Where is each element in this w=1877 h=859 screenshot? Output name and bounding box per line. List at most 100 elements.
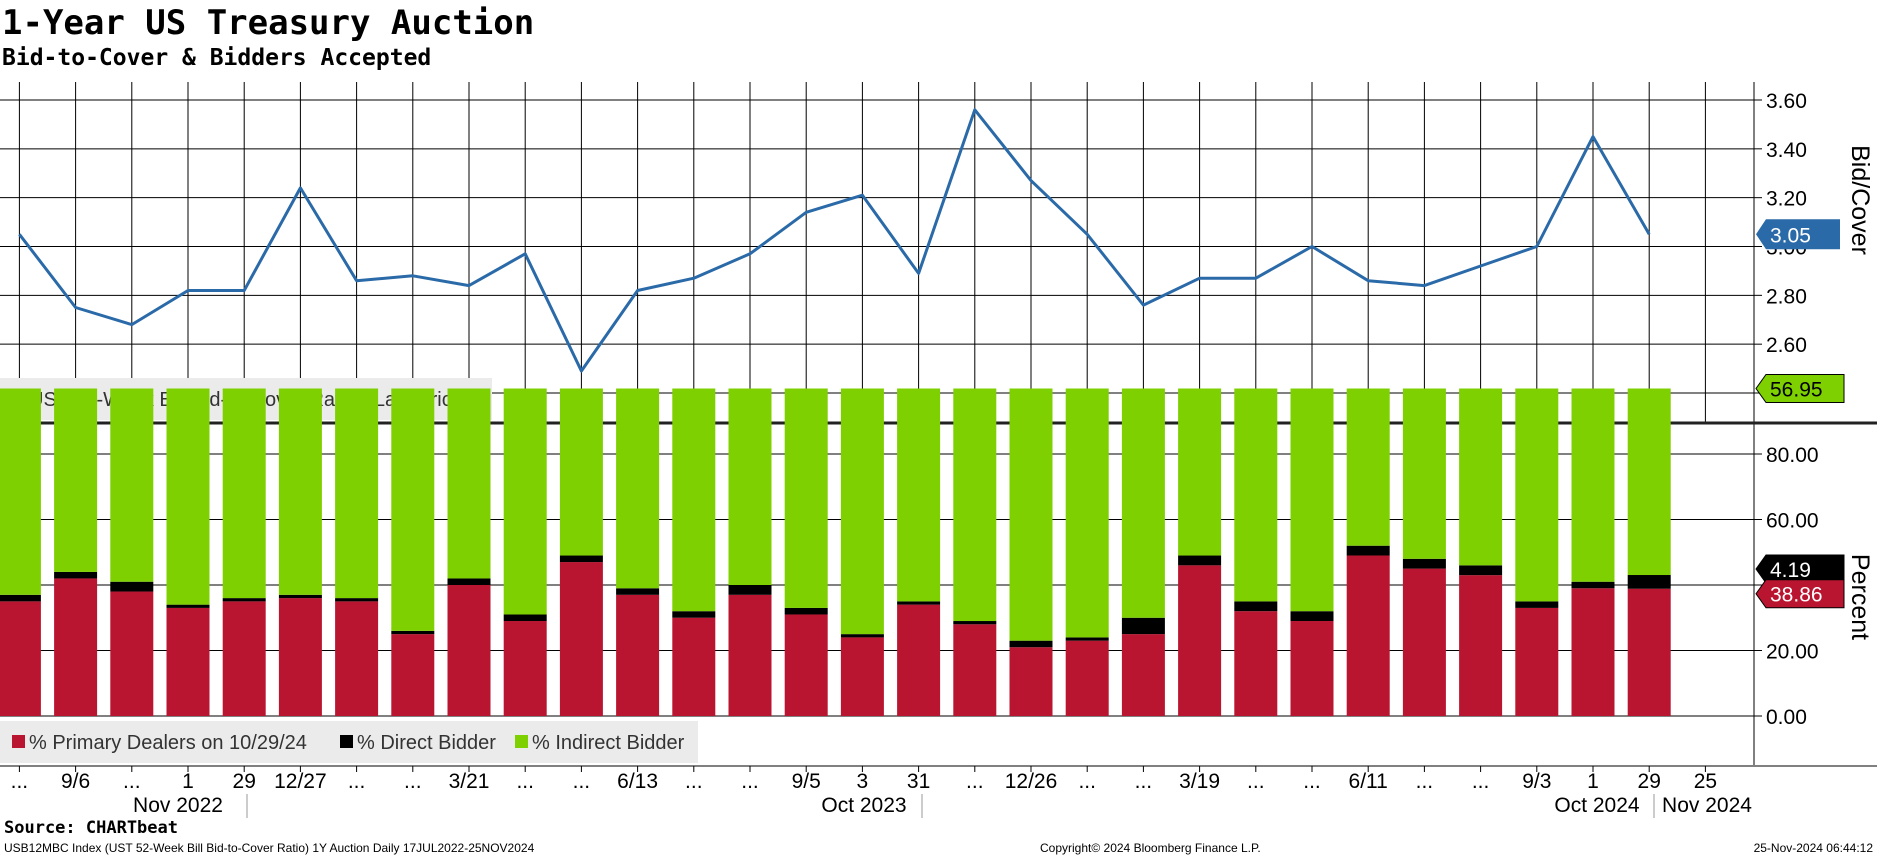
bar-indirect-bidder [1178, 388, 1222, 556]
x-tick-label: 3/19 [1179, 770, 1220, 793]
bar-primary-dealers [897, 604, 941, 716]
bar-indirect-bidder [1346, 388, 1390, 546]
x-tick-label: 9/3 [1522, 770, 1551, 793]
bar-direct-bidder [1009, 640, 1053, 648]
top-y-tick-label: 2.60 [1766, 334, 1807, 357]
bid-to-cover-last-value: 3.05 [1770, 224, 1811, 247]
bar-primary-dealers [222, 601, 266, 716]
bar-primary-dealers [110, 591, 154, 716]
bar-primary-dealers [391, 634, 435, 716]
bar-direct-bidder [840, 634, 884, 638]
bar-indirect-bidder [1571, 388, 1615, 582]
x-tick-label: ... [1472, 770, 1490, 793]
bar-indirect-bidder [1402, 388, 1446, 559]
top-y-tick-label: 3.20 [1766, 188, 1807, 211]
chart-title: 1-Year US Treasury Auction [2, 3, 535, 43]
indirect-last-value-badge [1755, 374, 1845, 403]
top-y-axis-label: Bid/Cover [1846, 145, 1874, 255]
bar-direct-bidder [1459, 565, 1503, 576]
bar-direct-bidder [1571, 581, 1615, 589]
x-tick-label: 1 [182, 770, 194, 793]
x-tick-label: 6/11 [1349, 770, 1388, 793]
direct-last-value: 4.19 [1770, 559, 1811, 582]
bar-indirect-bidder [559, 388, 603, 556]
bar-indirect-bidder [503, 388, 547, 615]
bar-indirect-bidder [222, 388, 266, 599]
bar-direct-bidder [1121, 617, 1165, 635]
bar-primary-dealers [1178, 565, 1222, 716]
bottom-y-tick-label: 20.00 [1766, 641, 1819, 664]
bar-direct-bidder [278, 594, 322, 599]
x-tick-label: ... [516, 770, 534, 793]
bar-primary-dealers [559, 562, 603, 716]
bar-direct-bidder [503, 614, 547, 622]
x-tick-label: 31 [907, 770, 930, 793]
bar-direct-bidder [728, 585, 772, 595]
bar-indirect-bidder [1234, 388, 1278, 602]
bar-primary-dealers [1627, 588, 1671, 716]
x-tick-label: ... [123, 770, 141, 793]
x-tick-label: 12/27 [274, 770, 327, 793]
bar-direct-bidder [110, 581, 154, 592]
bar-direct-bidder [1065, 637, 1109, 641]
x-tick-label: 9/5 [792, 770, 821, 793]
bar-direct-bidder [1515, 601, 1559, 608]
x-tick-label: ... [1303, 770, 1321, 793]
x-tick-label: ... [1247, 770, 1265, 793]
x-tick-label: ... [685, 770, 703, 793]
bar-primary-dealers [278, 598, 322, 716]
bar-indirect-bidder [840, 388, 884, 635]
bar-direct-bidder [1234, 601, 1278, 612]
bar-direct-bidder [166, 604, 210, 608]
footer-index-info: USB12MBC Index (UST 52-Week Bill Bid-to-… [4, 841, 535, 855]
x-tick-label: ... [348, 770, 366, 793]
top-panel-bg [0, 82, 1754, 422]
bar-indirect-bidder [1290, 388, 1334, 612]
bar-direct-bidder [559, 555, 603, 563]
bar-primary-dealers [840, 637, 884, 716]
direct-last-value-badge [1755, 554, 1845, 584]
source-note: Source: CHARTbeat [4, 818, 178, 838]
x-tick-label: 29 [1638, 770, 1661, 793]
bar-primary-dealers [784, 614, 828, 716]
bid-to-cover-line [18, 108, 1651, 373]
x-tick-label: 29 [233, 770, 256, 793]
bar-indirect-bidder [54, 388, 98, 572]
bar-indirect-bidder [897, 388, 941, 602]
bottom-y-tick-label: 60.00 [1766, 510, 1819, 533]
bar-indirect-bidder [166, 388, 210, 605]
x-tick-label: ... [11, 770, 29, 793]
bar-direct-bidder [447, 578, 491, 585]
bar-indirect-bidder [278, 388, 322, 595]
bar-indirect-bidder [1627, 388, 1671, 576]
legend-primary-dealers-swatch [12, 735, 25, 748]
bottom-y-axis-label: Percent [1846, 554, 1874, 640]
bar-primary-dealers [54, 578, 98, 716]
bar-indirect-bidder [953, 388, 997, 622]
bar-direct-bidder [672, 611, 716, 618]
bar-indirect-bidder [335, 388, 379, 599]
primary-last-value-badge [1755, 579, 1845, 609]
bar-indirect-bidder [0, 388, 41, 595]
x-tick-label: ... [966, 770, 984, 793]
bar-primary-dealers [166, 607, 210, 716]
x-tick-label: 9/6 [61, 770, 90, 793]
bar-primary-dealers [1065, 640, 1109, 716]
bar-direct-bidder [0, 594, 41, 602]
bar-direct-bidder [1290, 611, 1334, 622]
bar-indirect-bidder [672, 388, 716, 612]
x-tick-label: ... [404, 770, 422, 793]
x-tick-label: ... [573, 770, 591, 793]
bar-primary-dealers [672, 617, 716, 716]
x-tick-label: 12/26 [1005, 770, 1058, 793]
top-y-tick-label: 2.80 [1766, 285, 1807, 308]
bar-direct-bidder [616, 588, 660, 595]
x-tick-label: 6/13 [617, 770, 658, 793]
footer-copyright: Copyright© 2024 Bloomberg Finance L.P. [1040, 841, 1261, 855]
x-tick-label: 25 [1694, 770, 1717, 793]
chart-subtitle: Bid-to-Cover & Bidders Accepted [2, 45, 432, 71]
bar-direct-bidder [1346, 545, 1390, 556]
bar-primary-dealers [1459, 575, 1503, 716]
bid-to-cover-last-value-badge [1756, 219, 1840, 250]
x-tick-label: ... [1078, 770, 1096, 793]
